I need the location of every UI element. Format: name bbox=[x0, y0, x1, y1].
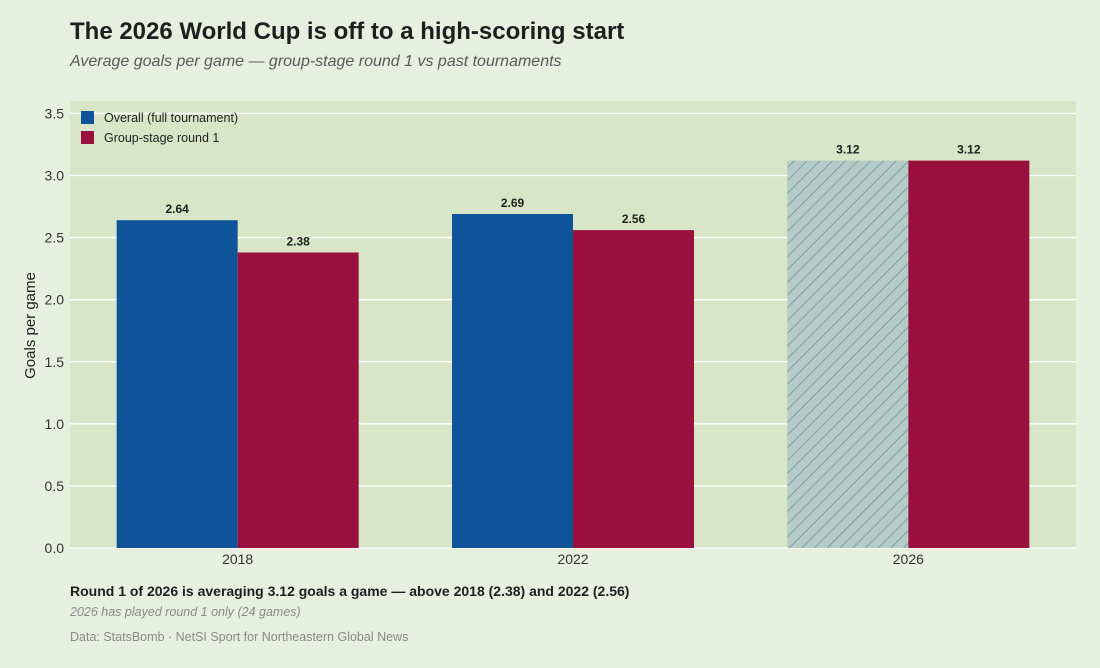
bar bbox=[908, 160, 1030, 548]
data-label: 2.64 bbox=[165, 202, 189, 216]
y-tick-label: 1.5 bbox=[45, 354, 65, 370]
chart-note: 2026 has played round 1 only (24 games) bbox=[70, 605, 301, 619]
axes: 0.0 0.5 1.0 1.5 2.0 2.5 3.0 3.5 Goals per game 20… bbox=[22, 105, 924, 567]
legend-swatch bbox=[81, 111, 94, 124]
data-labels: 2.64 2.38 2.69 2.56 3.12 3.12 bbox=[165, 143, 980, 249]
data-label: 3.12 bbox=[836, 143, 860, 157]
legend-label: Overall (full tournament) bbox=[104, 111, 238, 125]
legend: Overall (full tournament) Group-stage rou… bbox=[81, 111, 238, 145]
x-tick-label: 2026 bbox=[893, 551, 924, 567]
bar bbox=[452, 213, 573, 548]
bar bbox=[116, 220, 238, 548]
y-tick-label: 2.5 bbox=[45, 230, 65, 246]
data-label: 2.38 bbox=[286, 234, 310, 248]
x-tick-label: 2018 bbox=[222, 551, 253, 567]
y-tick-label: 0.0 bbox=[45, 540, 65, 556]
y-tick-label: 2.0 bbox=[45, 292, 65, 308]
data-label: 2.69 bbox=[501, 196, 525, 210]
chart-source: Data: StatsBomb · NetSI Sport for Northe… bbox=[70, 630, 409, 644]
legend-label: Group-stage round 1 bbox=[104, 131, 219, 145]
chart-subtitle: Average goals per game — group-stage rou… bbox=[70, 53, 562, 70]
chart-title: The 2026 World Cup is off to a high-scor… bbox=[70, 18, 625, 45]
y-tick-label: 3.5 bbox=[45, 105, 65, 121]
y-tick-label: 1.0 bbox=[45, 416, 65, 432]
bars bbox=[116, 160, 1030, 548]
chart-takeaway: Round 1 of 2026 is averaging 3.12 goals … bbox=[70, 583, 630, 599]
x-tick-label: 2022 bbox=[557, 551, 588, 567]
bar bbox=[237, 252, 359, 548]
data-label: 2.56 bbox=[622, 212, 646, 226]
y-tick-label: 0.5 bbox=[45, 478, 65, 494]
y-axis-label: Goals per game bbox=[22, 272, 39, 379]
y-tick-label: 3.0 bbox=[45, 168, 65, 184]
data-label: 3.12 bbox=[957, 143, 981, 157]
legend-swatch bbox=[81, 131, 94, 144]
bar bbox=[573, 230, 694, 548]
bar bbox=[787, 160, 909, 548]
